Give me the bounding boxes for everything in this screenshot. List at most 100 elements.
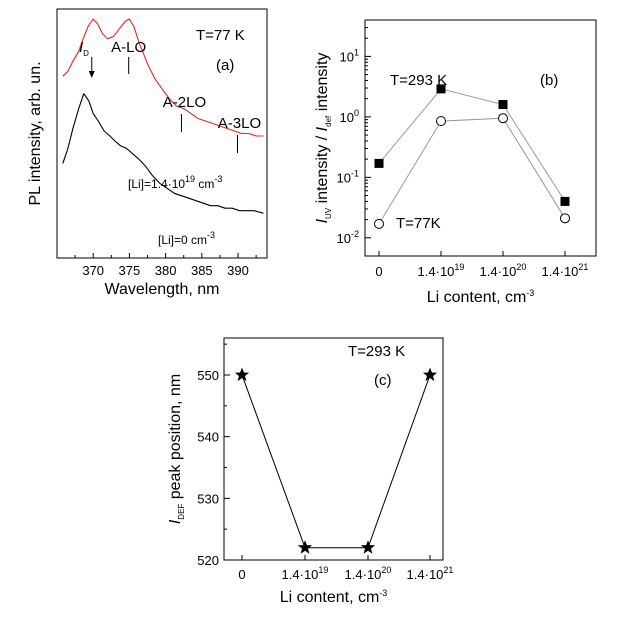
marker-star-c xyxy=(234,367,250,382)
y-label-b-end: intensity xyxy=(314,53,331,116)
marker-square-293k xyxy=(436,84,446,94)
annotation-arrowhead-id xyxy=(88,71,95,78)
annotation-a2lo: A-2LO xyxy=(163,94,206,111)
series-line-293k xyxy=(378,88,566,202)
x-tick-label-c-base: 1.4·10 xyxy=(345,567,382,582)
x-tick-label-c-base: 1.4·10 xyxy=(407,567,444,582)
x-tick-label-b: 1.4·1019 xyxy=(418,262,465,279)
y-tick-label-b-exp: -2 xyxy=(351,229,359,239)
x-tick-label-b: 0 xyxy=(375,264,382,279)
y-label-b-sub2: def xyxy=(324,115,333,127)
x-tick-label-b-exp: 21 xyxy=(578,262,588,272)
temperature-label-a: T=77 K xyxy=(196,27,245,44)
y-label-b-i2: I xyxy=(314,126,331,131)
series-label-77k: T=77K xyxy=(396,215,441,232)
y-tick-label-c: 530 xyxy=(197,491,219,506)
marker-circle-77k xyxy=(498,113,508,124)
y-tick-label-b-base: 10 xyxy=(337,231,351,246)
marker-circle-77k xyxy=(374,218,384,229)
y-label-c-rest: peak position, nm xyxy=(167,374,184,504)
x-tick-label-a: 385 xyxy=(191,263,213,278)
y-tick-label-b-base: 10 xyxy=(340,49,354,64)
panel-label-b: (b) xyxy=(540,72,558,89)
marker-square-293k xyxy=(498,100,508,110)
y-label-b-i1: I xyxy=(314,218,331,223)
y-axis-label-b: IUV intensity / Idef intensity xyxy=(314,53,333,224)
x-tick-label-b-base: 1.4·10 xyxy=(418,264,455,279)
x-tick-label-b-exp: 20 xyxy=(516,262,526,272)
y-label-c-sub: DEF xyxy=(177,504,186,520)
marker-star-c xyxy=(422,367,438,382)
series-label-undoped-text: [Li]=0 cm xyxy=(158,233,207,247)
marker-square-293k xyxy=(374,158,384,168)
spectrum-line-li-doped xyxy=(62,18,264,137)
x-tick-label-a: 390 xyxy=(227,263,249,278)
marker-star-c xyxy=(297,540,313,554)
x-tick-label-c-base: 0 xyxy=(238,567,245,582)
y-tick-label-b-exp: -1 xyxy=(351,168,359,178)
x-axis-label-b-base: Li content, cm xyxy=(427,289,527,306)
series-label-li-doped-unit: cm xyxy=(195,177,214,191)
x-tick-label-b: 1.4·1020 xyxy=(480,262,527,279)
x-tick-label-a: 370 xyxy=(82,263,104,278)
annotation-id: ID xyxy=(79,39,89,58)
y-axis-label-a: PL intensity, arb. un. xyxy=(27,61,44,205)
plot-frame-c xyxy=(223,337,444,561)
temperature-label-c: T=293 K xyxy=(348,343,405,360)
series-label-li-doped-text: [Li]=1.4·10 xyxy=(128,177,185,191)
series-line-c xyxy=(241,374,431,549)
y-tick-label-c: 520 xyxy=(197,553,219,568)
x-tick-label-b-base: 0 xyxy=(375,264,382,279)
marker-circle-77k xyxy=(436,116,446,127)
spectrum-line-undoped xyxy=(62,93,264,214)
y-tick-label-b: 10-1 xyxy=(337,168,359,185)
y-label-b-mid: intensity / xyxy=(314,131,331,207)
annotation-a3lo: A-3LO xyxy=(218,115,261,132)
panel-label-c: (c) xyxy=(374,372,392,389)
marker-square-293k xyxy=(560,196,570,206)
y-label-c-i: I xyxy=(167,519,184,524)
x-axis-label-b: Li content, cm-3 xyxy=(427,288,535,306)
x-tick-label-c-exp: 21 xyxy=(443,565,453,575)
x-tick-label-b-base: 1.4·10 xyxy=(480,264,517,279)
series-label-li-doped: [Li]=1.4·1019 cm-3 xyxy=(128,174,222,191)
y-tick-label-b: 100 xyxy=(340,108,359,125)
y-tick-label-b-exp: 1 xyxy=(354,47,359,57)
x-tick-label-b-exp: 19 xyxy=(454,262,464,272)
plot-frame-b xyxy=(364,19,597,257)
x-tick-label-c: 1.4·1021 xyxy=(407,565,454,582)
x-axis-label-b-exp: -3 xyxy=(526,288,534,298)
y-tick-label-b-base: 10 xyxy=(340,110,354,125)
x-tick-label-c-exp: 20 xyxy=(381,565,391,575)
x-tick-label-a: 375 xyxy=(119,263,141,278)
x-tick-label-a: 380 xyxy=(155,263,177,278)
y-tick-label-b-base: 10 xyxy=(337,170,351,185)
y-label-b-sub1: UV xyxy=(324,207,333,219)
marker-star-c xyxy=(360,540,376,554)
series-label-li-doped-exp: 19 xyxy=(185,174,195,184)
marker-circle-77k xyxy=(560,213,570,224)
y-tick-label-b: 10-2 xyxy=(337,229,359,246)
x-tick-label-c-base: 1.4·10 xyxy=(282,567,319,582)
y-tick-label-b-exp: 0 xyxy=(354,108,359,118)
x-tick-label-c: 1.4·1020 xyxy=(345,565,392,582)
y-axis-label-c: IDEF peak position, nm xyxy=(167,374,186,524)
annotation-alo: A-LO xyxy=(111,39,146,56)
series-label-li-doped-unit-exp: -3 xyxy=(214,174,222,184)
annotation-id-sub: D xyxy=(83,49,89,58)
y-tick-label-c: 550 xyxy=(197,368,219,383)
x-axis-label-c: Li content, cm-3 xyxy=(280,588,388,606)
series-label-293k: T=293 K xyxy=(390,72,447,89)
x-tick-label-c: 1.4·1019 xyxy=(282,565,329,582)
x-axis-label-c-exp: -3 xyxy=(379,588,387,598)
series-label-undoped: [Li]=0 cm-3 xyxy=(158,230,215,247)
y-tick-label-c: 540 xyxy=(197,430,219,445)
panel-label-a: (a) xyxy=(216,57,234,74)
y-tick-label-b: 101 xyxy=(340,47,359,64)
x-tick-label-b-base: 1.4·10 xyxy=(542,264,579,279)
plot-frame-a xyxy=(56,8,268,259)
x-axis-label-c-base: Li content, cm xyxy=(280,589,380,606)
